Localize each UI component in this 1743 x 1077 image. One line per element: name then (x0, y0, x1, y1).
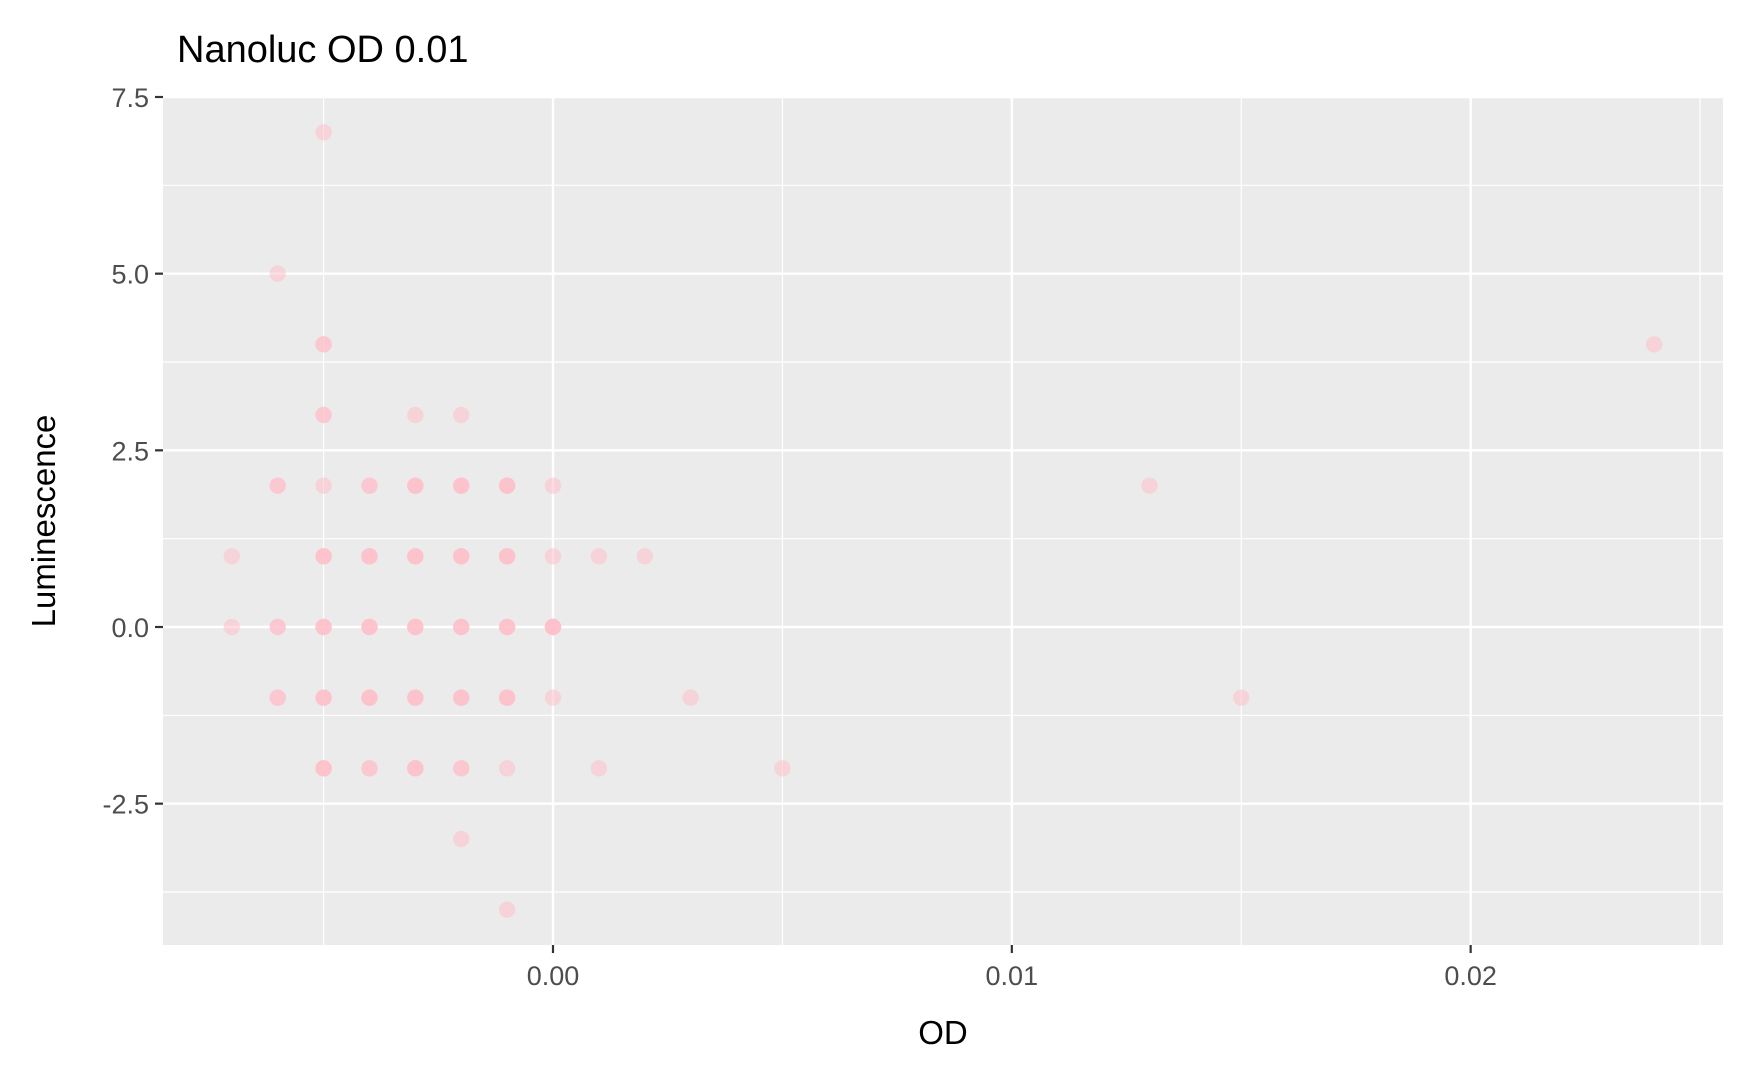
data-point (1233, 689, 1250, 706)
data-point (682, 689, 699, 706)
data-points (223, 124, 1663, 918)
data-point (361, 618, 378, 636)
data-point (544, 689, 562, 706)
data-point (498, 477, 516, 494)
y-tick-label: 2.5 (111, 436, 149, 466)
x-axis: 0.00 0.01 0.02 (527, 945, 1497, 991)
data-point (453, 830, 470, 848)
data-point (407, 760, 424, 777)
y-tick-label: 0.0 (111, 613, 149, 643)
data-point (453, 689, 470, 706)
data-point (407, 406, 424, 424)
data-point (269, 689, 286, 706)
data-point (590, 760, 608, 777)
data-point (498, 618, 516, 636)
data-point (361, 548, 378, 565)
plot-panel (163, 97, 1723, 945)
data-point (407, 548, 424, 565)
data-point (498, 548, 516, 565)
data-point (269, 477, 286, 494)
data-point (315, 406, 332, 424)
data-point (453, 760, 470, 777)
data-point (315, 689, 332, 706)
data-point (407, 618, 424, 636)
y-tick-label: 5.0 (111, 260, 149, 290)
data-point (315, 760, 332, 777)
data-point (544, 477, 562, 494)
data-point (453, 406, 470, 424)
x-tick-label: 0.00 (527, 961, 580, 991)
data-point (223, 548, 241, 565)
y-axis-title: Luminescence (25, 415, 62, 628)
data-point (315, 477, 332, 494)
x-tick-label: 0.02 (1444, 961, 1497, 991)
data-point (1141, 477, 1158, 494)
data-point (453, 618, 470, 636)
data-point (315, 548, 332, 565)
data-point (590, 548, 608, 565)
data-point (498, 760, 516, 777)
x-axis-title: OD (918, 1014, 968, 1051)
data-point (636, 548, 653, 565)
minor-grid (163, 97, 1723, 945)
data-point (498, 901, 516, 918)
x-tick-label: 0.01 (986, 961, 1039, 991)
data-point (453, 477, 470, 494)
data-point (315, 124, 332, 141)
data-point (223, 618, 241, 636)
y-axis: -2.5 0.0 2.5 5.0 7.5 (102, 83, 163, 820)
data-point (774, 760, 791, 777)
data-point (269, 265, 286, 282)
y-tick-label: -2.5 (102, 790, 149, 820)
data-point (1645, 336, 1663, 353)
data-point (361, 689, 378, 706)
data-point (361, 477, 378, 494)
chart-title: Nanoluc OD 0.01 (177, 29, 469, 71)
data-point (407, 689, 424, 706)
data-point (361, 760, 378, 777)
data-point (315, 336, 332, 353)
y-tick-label: 7.5 (111, 83, 149, 113)
data-point (498, 689, 516, 706)
data-point (544, 618, 562, 636)
data-point (315, 618, 332, 636)
data-point (544, 548, 562, 565)
data-point (407, 477, 424, 494)
data-point (269, 618, 286, 636)
data-point (453, 548, 470, 565)
